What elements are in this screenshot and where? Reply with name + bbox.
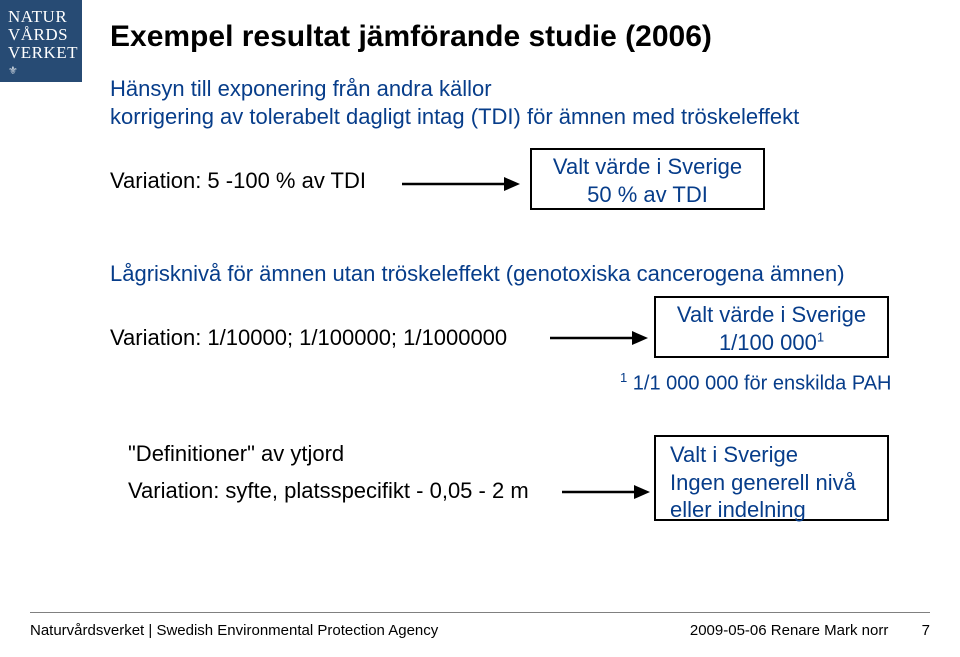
definitions-box-line3: eller indelning [670,496,877,524]
footer-page: 7 [922,622,930,639]
lowrisk-heading: Lågrisknivå för ämnen utan tröskeleffekt… [110,260,930,289]
footer-right: 2009-05-06 Renare Mark norr 7 [690,622,930,639]
lowrisk-box-value: 1/100 000 [719,330,817,355]
page-title: Exempel resultat jämförande studie (2006… [110,20,930,54]
exposure-variation: Variation: 5 -100 % av TDI [110,168,366,194]
definitions-heading: "Definitioner" av ytjord [128,441,344,467]
footer-divider [30,612,930,613]
exposure-heading-line2: korrigering av tolerabelt dagligt intag … [110,104,930,130]
lowrisk-variation: Variation: 1/10000; 1/100000; 1/1000000 [110,325,507,351]
arrow-icon [560,480,650,504]
logo-line2: VÅRDS [8,26,74,44]
exposure-heading-line1: Hänsyn till exponering från andra källor [110,76,930,102]
arrow-icon [400,172,520,196]
exposure-box-line1: Valt värde i Sverige [532,153,763,181]
logo-line1: NATUR [8,8,74,26]
exposure-value-box: Valt värde i Sverige 50 % av TDI [530,148,765,210]
logo-emblem: ⚜ [8,66,74,78]
slide: NATUR VÅRDS VERKET ⚜ Exempel resultat jä… [0,0,960,657]
lowrisk-box-sup: 1 [817,329,824,344]
lowrisk-box-line1: Valt värde i Sverige [656,301,887,329]
lowrisk-value-box: Valt värde i Sverige 1/100 0001 [654,296,889,358]
lowrisk-box-line2: 1/100 0001 [656,329,887,357]
logo-line3: VERKET [8,44,74,62]
definitions-variation: Variation: syfte, platsspecifikt - 0,05 … [128,478,529,504]
footer-date: 2009-05-06 Renare Mark norr [690,622,888,639]
definitions-box-line2: Ingen generell nivå [670,469,877,497]
exposure-box-line2: 50 % av TDI [532,181,763,209]
footnote-text: 1/1 000 000 för enskilda PAH [627,373,891,395]
definitions-box-line1: Valt i Sverige [670,441,877,469]
footer-left: Naturvårdsverket | Swedish Environmental… [30,622,438,639]
lowrisk-footnote: 1 1/1 000 000 för enskilda PAH [620,370,891,396]
logo: NATUR VÅRDS VERKET ⚜ [0,0,82,82]
definitions-value-box: Valt i Sverige Ingen generell nivå eller… [654,435,889,521]
arrow-icon [548,326,648,350]
